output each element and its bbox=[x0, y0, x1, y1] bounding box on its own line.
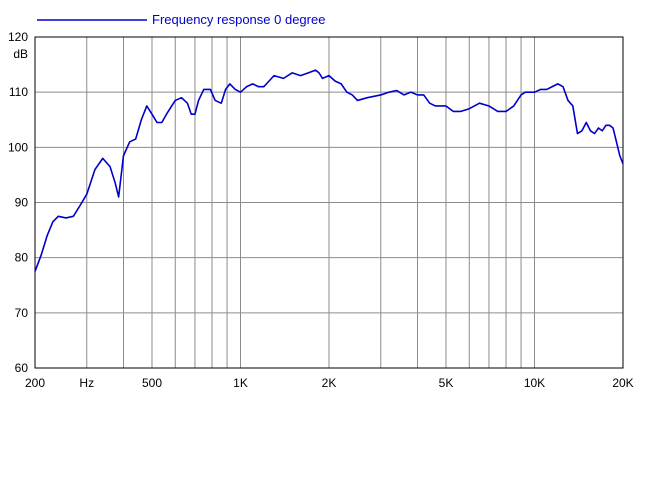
x-tick-label: 5K bbox=[439, 376, 454, 390]
y-tick-label: 70 bbox=[15, 306, 29, 320]
x-tick-label: 10K bbox=[524, 376, 545, 390]
y-tick-label: 60 bbox=[15, 361, 29, 375]
y-tick-label: 80 bbox=[15, 251, 29, 265]
y-tick-label: 120 bbox=[8, 30, 28, 44]
x-tick-label: 2K bbox=[322, 376, 337, 390]
x-tick-labels: 200 Hz 500 1K 2K 5K 10K 20K bbox=[25, 376, 634, 390]
y-tick-label: 100 bbox=[8, 140, 28, 154]
legend: Frequency response 0 degree bbox=[37, 12, 325, 27]
x-tick-label: 1K bbox=[233, 376, 248, 390]
x-tick-label: 500 bbox=[142, 376, 162, 390]
grid bbox=[35, 37, 623, 368]
y-tick-label: 110 bbox=[9, 85, 28, 99]
y-tick-label: 90 bbox=[15, 196, 29, 210]
x-tick-label: 20K bbox=[612, 376, 633, 390]
x-tick-label: 200 bbox=[25, 376, 45, 390]
y-tick-labels: 60 70 80 90 100 110 120 bbox=[8, 30, 28, 375]
series-line bbox=[34, 69, 624, 272]
series-layer bbox=[34, 69, 624, 272]
plot-border bbox=[34, 36, 624, 369]
legend-label: Frequency response 0 degree bbox=[152, 12, 325, 27]
x-tick-label: Hz bbox=[79, 376, 94, 390]
y-axis-label: dB bbox=[13, 47, 28, 61]
